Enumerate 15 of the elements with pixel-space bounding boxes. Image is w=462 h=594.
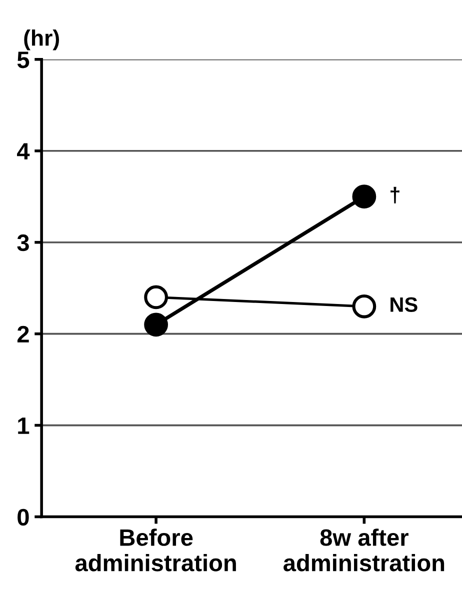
point — [352, 184, 376, 209]
y-tick-label: 1 — [18, 418, 30, 434]
x-tick-label: Before administration — [75, 528, 236, 572]
y-tick-label: 3 — [17, 234, 29, 252]
point — [352, 294, 376, 318]
annotation: NS — [390, 297, 418, 312]
y-axis-title: (hr) — [24, 30, 59, 50]
x-tick-label: 8w after administration — [284, 528, 444, 572]
y-tick-label: 0 — [18, 508, 29, 526]
y-tick-label: 4 — [17, 143, 30, 160]
point — [144, 285, 168, 310]
y-tick-label: 5 — [17, 52, 30, 68]
point — [144, 312, 168, 337]
y-tick-label: 2 — [17, 326, 29, 342]
annotation: † — [390, 186, 400, 204]
